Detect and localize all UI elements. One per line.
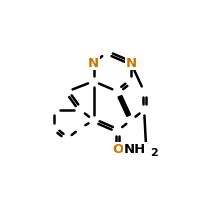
Text: N: N <box>125 57 136 70</box>
Text: N: N <box>88 57 99 70</box>
Text: NH: NH <box>124 143 146 156</box>
Text: O: O <box>112 143 123 156</box>
Text: 2: 2 <box>150 147 158 157</box>
